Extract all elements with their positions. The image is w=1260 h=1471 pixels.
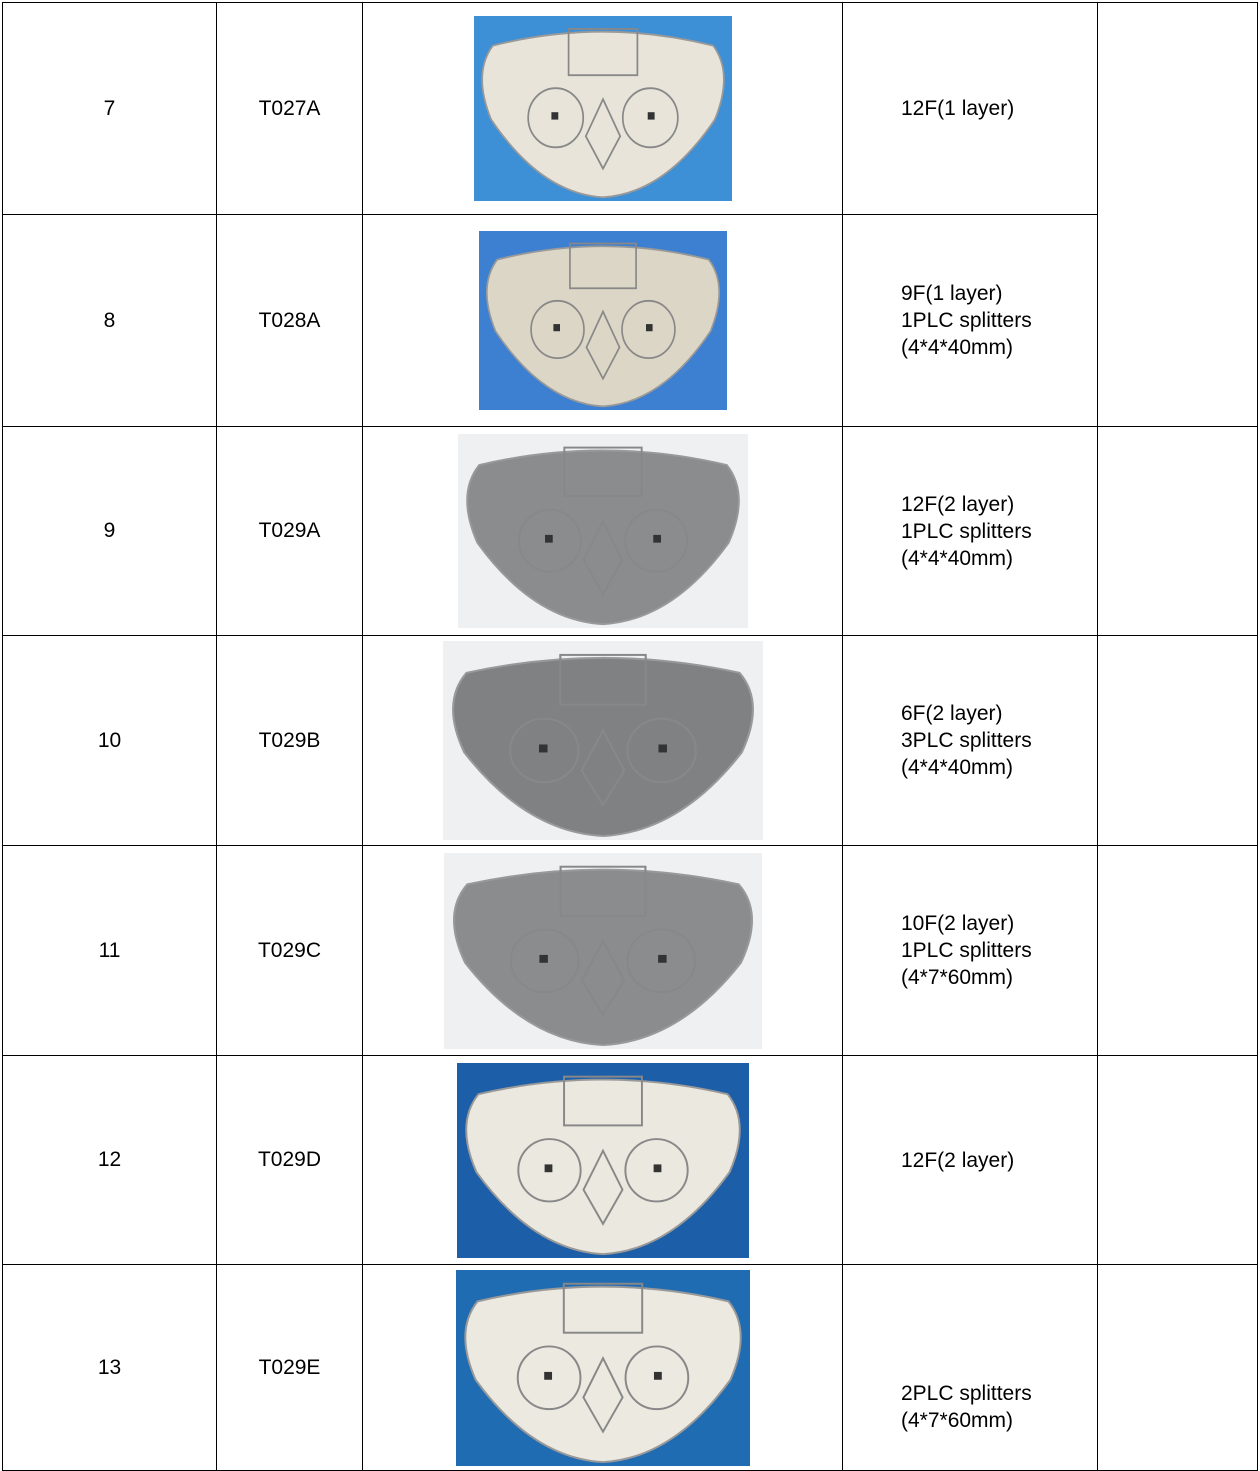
cell-text: 12F(2 layer) (901, 1148, 1015, 1172)
table-row: 8 T028A 9F(1 layer) 1PLC splitters (4*4*40mm… (2, 214, 1258, 427)
cell-text: 10F(2 layer) (901, 912, 1015, 935)
product-photo (457, 434, 748, 628)
empty-cell (1097, 1055, 1258, 1265)
cell-text: T029C (257, 938, 322, 962)
cell-text: 1PLC splitters (901, 309, 1032, 332)
cell-text: (4*7*60mm) (901, 1409, 1014, 1432)
number-cell: 13 (2, 1264, 217, 1471)
cell-text: T029B (258, 728, 321, 752)
product-photo (478, 231, 727, 410)
cell-text: 12F(1 layer) (901, 97, 1015, 120)
cell-text: 1PLC splitters (901, 939, 1032, 962)
cell-text: 12F(2 layer) (901, 492, 1015, 516)
product-photo (456, 1062, 749, 1258)
cell-text: (4*4*40mm) (901, 756, 1014, 779)
cell-text: 2PLC splitters (901, 1382, 1032, 1405)
cell-text: T027A (258, 96, 321, 120)
cell-text: 9 (103, 519, 116, 542)
cell-text: 10 (97, 728, 122, 752)
empty-cell (1097, 2, 1258, 427)
model-cell: T029E (216, 1264, 363, 1471)
cell-text: 7 (103, 96, 116, 120)
cell-text: (4*4*40mm) (901, 336, 1014, 359)
cell-text: T028A (258, 308, 321, 332)
spec-cell: 2PLC splitters (4*7*60mm) (842, 1264, 1098, 1471)
cell-text: 9F(1 layer) (901, 282, 1003, 305)
spec-cell: 6F(2 layer) 3PLC splitters (4*4*40mm) (842, 635, 1098, 846)
cell-text: 13 (97, 1355, 122, 1379)
cell-text: T029D (257, 1148, 322, 1171)
spec-cell: 12F(2 layer) 1PLC splitters (4*4*40mm) (842, 426, 1098, 636)
product-photo (442, 641, 763, 840)
number-cell: 8 (2, 214, 217, 427)
image-cell (362, 214, 843, 427)
model-cell: T029A (216, 426, 363, 636)
image-cell (362, 845, 843, 1056)
number-cell: 9 (2, 426, 217, 636)
cell-text: T029E (258, 1355, 321, 1379)
cell-text: 3PLC splitters (901, 729, 1032, 752)
model-cell: T027A (216, 2, 363, 215)
table-row: 9 T029A 12F(2 layer) 1PLC splitters (4*4*40m… (2, 426, 1258, 636)
table-row: 12 T029D 12F(2 layer) (2, 1055, 1258, 1265)
table-row: 13 T029E 2PLC splitters (4*7*60mm) (2, 1264, 1258, 1471)
cell-text: T029A (258, 519, 321, 542)
number-cell: 12 (2, 1055, 217, 1265)
empty-cell (1097, 1264, 1258, 1471)
spec-cell: 10F(2 layer) 1PLC splitters (4*7*60mm) (842, 845, 1098, 1056)
model-cell: T028A (216, 214, 363, 427)
spec-cell: 9F(1 layer) 1PLC splitters (4*4*40mm) (842, 214, 1098, 427)
model-cell: T029D (216, 1055, 363, 1265)
product-photo (455, 1269, 750, 1466)
image-cell (362, 1055, 843, 1265)
number-cell: 11 (2, 845, 217, 1056)
number-cell: 7 (2, 2, 217, 215)
image-cell (362, 635, 843, 846)
cell-text: (4*7*60mm) (901, 966, 1014, 989)
product-photo (443, 852, 762, 1049)
model-cell: T029C (216, 845, 363, 1056)
cell-text: 8 (103, 308, 116, 332)
cell-text: 1PLC splitters (901, 519, 1032, 543)
cell-text: (4*4*40mm) (901, 546, 1014, 570)
cell-text: 11 (98, 938, 121, 962)
empty-cell (1097, 426, 1258, 636)
image-cell (362, 2, 843, 215)
empty-cell (1097, 845, 1258, 1056)
image-cell (362, 426, 843, 636)
table-row: 7 T027A 12F(1 layer) (2, 2, 1258, 427)
table-row: 10 T029B 6F(2 layer) 3PLC splitters (4*4*40m… (2, 635, 1258, 846)
empty-cell (1097, 635, 1258, 846)
spec-cell: 12F(2 layer) (842, 1055, 1098, 1265)
spec-cell: 12F(1 layer) (842, 2, 1098, 215)
product-photo (473, 16, 732, 201)
table-row: 11 T029C 10F(2 layer) 1PLC splitters (4*7*60… (2, 845, 1258, 1056)
model-cell: T029B (216, 635, 363, 846)
cell-text: 6F(2 layer) (901, 702, 1003, 725)
cell-text: 12 (97, 1148, 122, 1171)
image-cell (362, 1264, 843, 1471)
number-cell: 10 (2, 635, 217, 846)
